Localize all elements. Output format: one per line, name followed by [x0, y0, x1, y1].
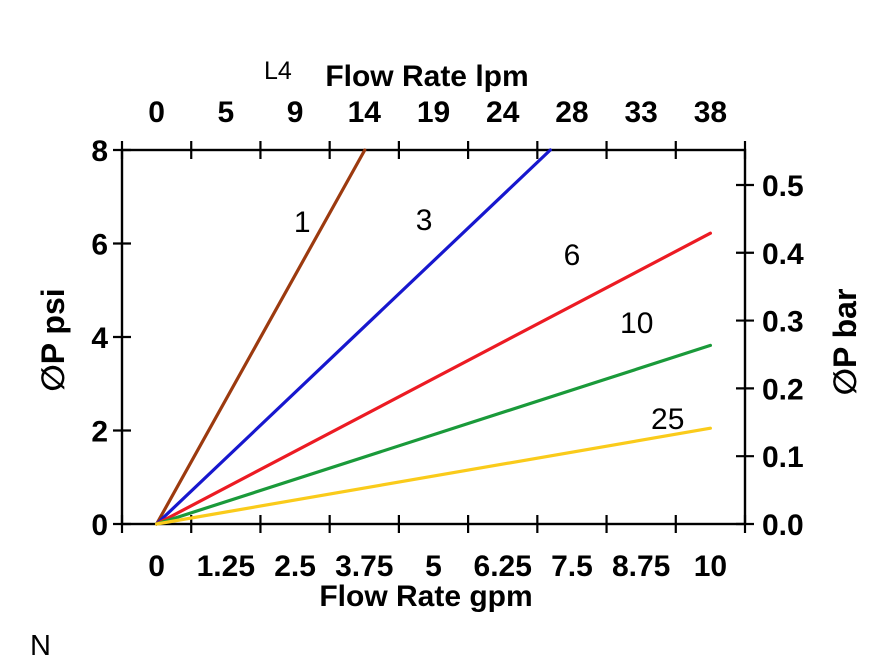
left-axis-tick-label: 6 [91, 229, 108, 262]
left-axis-tick-label: 8 [91, 135, 108, 168]
right-axis-tick-label: 0.4 [762, 238, 804, 271]
top-axis-tick-label: 38 [694, 96, 727, 129]
top-axis-tick-label: 24 [486, 96, 520, 129]
bottom-axis-tick-label: 8.75 [612, 550, 670, 583]
bottom-left-code: N [30, 630, 51, 662]
right-axis-tick-label: 0.1 [762, 441, 804, 474]
series-line-6 [155, 231, 713, 526]
right-axis-title: ∅P bar [827, 289, 863, 396]
series-label-1: 1 [294, 206, 311, 239]
series-line-10 [155, 343, 713, 526]
right-axis-tick-label: 0.0 [762, 509, 804, 542]
left-axis-tick-label: 4 [91, 322, 108, 355]
top-left-code: L4 [264, 57, 292, 85]
bottom-axis-tick-label: 1.25 [197, 550, 255, 583]
bottom-axis-tick-label: 2.5 [274, 550, 316, 583]
top-axis-tick-label: 28 [555, 96, 588, 129]
left-axis-title: ∅P psi [35, 288, 71, 391]
right-axis-tick-label: 0.3 [762, 306, 804, 339]
series-label-3: 3 [416, 204, 433, 237]
bottom-axis-tick-label: 5 [425, 550, 442, 583]
bottom-axis-tick-label: 3.75 [335, 550, 393, 583]
right-axis-tick-label: 0.5 [762, 170, 804, 203]
top-axis-title: Flow Rate lpm [325, 60, 528, 93]
series-label-10: 10 [620, 307, 653, 340]
series-label-6: 6 [564, 239, 581, 272]
left-axis-tick-label: 2 [91, 416, 108, 449]
bottom-axis-tick-label: 10 [694, 550, 727, 583]
left-axis-tick-label: 0 [91, 509, 108, 542]
series-line-3 [155, 148, 552, 526]
top-axis-tick-label: 0 [148, 96, 165, 129]
right-axis-tick-label: 0.2 [762, 373, 804, 406]
series-label-25: 25 [651, 403, 684, 436]
bottom-axis-tick-label: 0 [148, 550, 165, 583]
series-line-25 [155, 426, 713, 526]
top-axis-tick-label: 14 [348, 96, 382, 129]
top-axis-tick-label: 9 [287, 96, 304, 129]
top-axis-tick-label: 19 [417, 96, 450, 129]
top-axis-tick-label: 33 [624, 96, 657, 129]
bottom-axis-tick-label: 6.25 [474, 550, 532, 583]
series-line-1 [155, 148, 367, 526]
bottom-axis-tick-label: 7.5 [551, 550, 593, 583]
top-axis-tick-label: 5 [217, 96, 234, 129]
bottom-axis-title: Flow Rate gpm [319, 580, 532, 613]
